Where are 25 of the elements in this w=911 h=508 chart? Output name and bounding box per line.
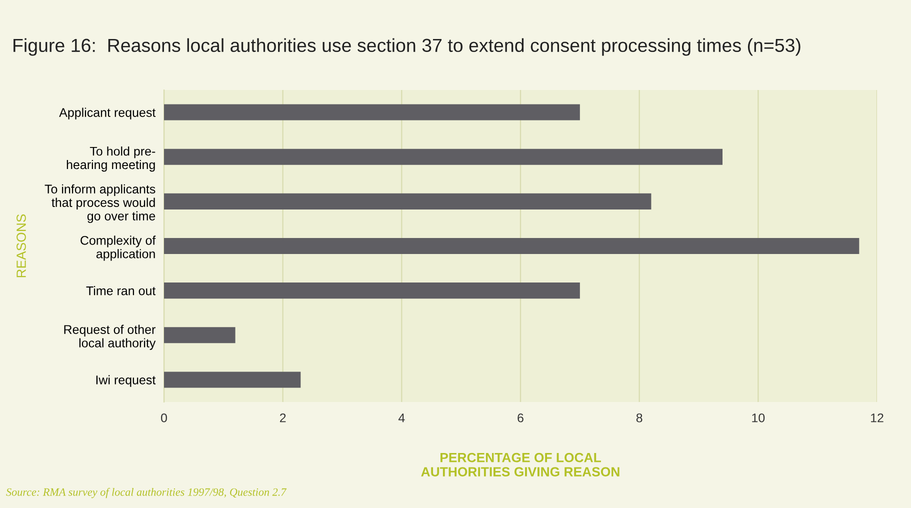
bar [164, 372, 301, 388]
y-tick-label: Complexity of application [80, 236, 156, 261]
bar [164, 193, 652, 210]
bar [164, 238, 860, 254]
y-axis-title: REASONS [16, 214, 26, 278]
x-tick-label: 8 [636, 413, 642, 422]
x-tick-label: 10 [752, 413, 765, 422]
y-tick-label: To inform applicants that process would go over time [44, 184, 156, 223]
x-axis-title: PERCENTAGE OF LOCAL AUTHORITIES GIVING REASON [421, 452, 620, 476]
x-tick-label: 6 [518, 413, 524, 422]
y-tick-label: Time ran out [86, 286, 156, 296]
bar [164, 282, 580, 299]
bar [164, 104, 580, 120]
x-tick-label: 12 [871, 413, 884, 422]
chart-title: Figure 16: Reasons local authorities use section 37 to extend consent processing times (n=53) [14, 38, 800, 56]
bar [164, 327, 236, 344]
x-tick-label: 0 [161, 413, 167, 422]
source-note: Source: RMA survey of local authorities 1997/98, Question 2.7 [6, 488, 287, 498]
y-tick-label: To hold pre- hearing meeting [66, 146, 156, 172]
y-tick-label: Applicant request [59, 108, 156, 120]
y-tick-label: Request of other local authority [64, 324, 156, 350]
x-tick-label: 2 [280, 413, 286, 422]
y-tick-label: Iwi request [96, 375, 156, 387]
x-tick-label: 4 [398, 414, 405, 422]
bar [164, 148, 723, 165]
